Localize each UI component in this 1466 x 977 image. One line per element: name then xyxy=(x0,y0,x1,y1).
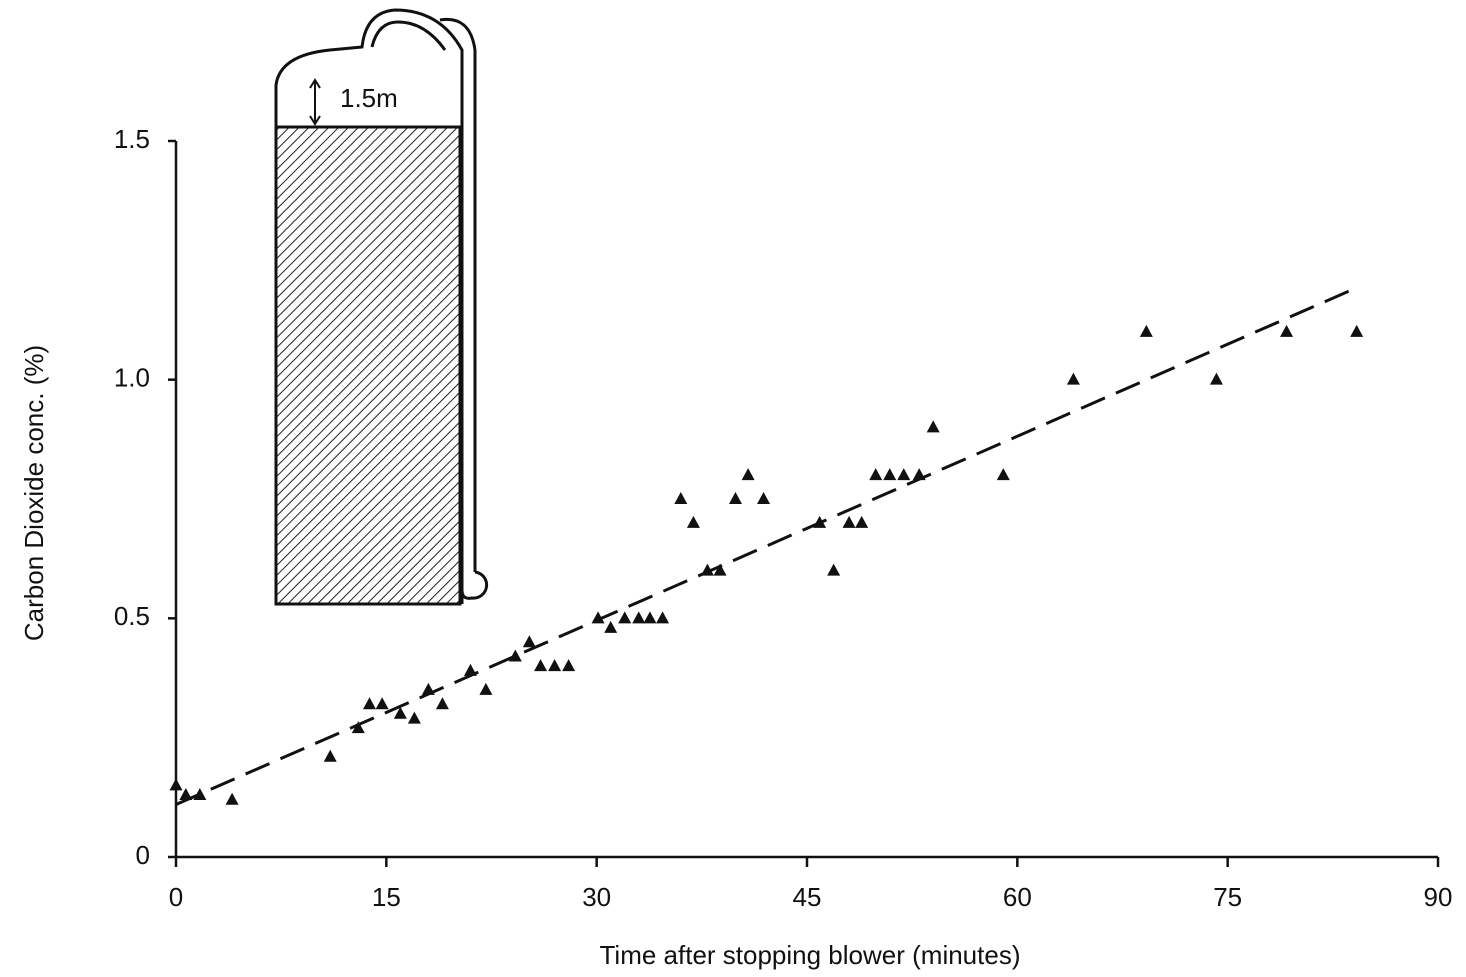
x-tick-label: 75 xyxy=(1213,882,1242,912)
data-point xyxy=(618,611,632,624)
data-point xyxy=(479,682,493,695)
data-point xyxy=(855,515,869,528)
data-point xyxy=(534,659,548,672)
silo-diagram xyxy=(274,8,489,606)
data-point xyxy=(700,563,714,576)
data-point xyxy=(842,515,856,528)
data-point xyxy=(193,787,207,800)
data-point xyxy=(741,468,755,481)
trend-line xyxy=(175,287,1355,806)
data-point xyxy=(827,563,841,576)
data-point xyxy=(179,787,193,800)
data-point xyxy=(713,563,727,576)
y-axis-label: Carbon Dioxide conc. (%) xyxy=(19,345,49,641)
x-tick-label: 45 xyxy=(793,882,822,912)
data-point xyxy=(686,515,700,528)
data-point xyxy=(522,635,536,648)
x-axis-label: Time after stopping blower (minutes) xyxy=(600,940,1021,970)
data-point xyxy=(869,468,883,481)
annotation: 1.5m xyxy=(340,83,398,113)
x-tick-label: 15 xyxy=(372,882,401,912)
data-point xyxy=(463,663,477,676)
data-point xyxy=(591,611,605,624)
data-point xyxy=(674,492,688,504)
data-point xyxy=(375,697,389,710)
data-point xyxy=(393,706,407,719)
data-point xyxy=(656,611,670,624)
data-point xyxy=(757,492,771,504)
data-point xyxy=(1209,372,1223,385)
data-point xyxy=(1139,324,1153,337)
data-point xyxy=(632,611,646,624)
data-point xyxy=(421,682,435,695)
x-tick-label: 0 xyxy=(169,882,183,912)
data-point xyxy=(912,468,926,481)
data-point xyxy=(169,778,183,791)
data-point xyxy=(926,420,940,433)
data-point xyxy=(508,649,522,662)
data-point xyxy=(883,468,897,481)
x-tick-label: 30 xyxy=(582,882,611,912)
data-point xyxy=(1280,324,1294,337)
data-point xyxy=(1350,324,1364,337)
data-point xyxy=(548,659,562,672)
x-tick-label: 90 xyxy=(1424,882,1453,912)
y-tick-label: 1.0 xyxy=(114,363,150,393)
data-point xyxy=(996,468,1010,481)
data-point xyxy=(363,697,377,710)
y-tick-label: 0.5 xyxy=(114,601,150,631)
data-point xyxy=(643,611,657,624)
data-point xyxy=(1066,372,1080,385)
x-tick-label: 60 xyxy=(1003,882,1032,912)
data-point xyxy=(351,721,365,734)
y-tick-label: 0 xyxy=(136,840,150,870)
y-tick-label: 1.5 xyxy=(114,124,150,154)
data-point xyxy=(604,620,618,633)
data-point xyxy=(813,515,827,528)
data-point xyxy=(897,468,911,481)
data-point xyxy=(225,792,239,805)
data-point xyxy=(562,659,576,672)
data-point xyxy=(435,697,449,710)
data-point xyxy=(323,749,337,762)
data-point xyxy=(728,492,742,504)
data-point xyxy=(407,711,421,724)
